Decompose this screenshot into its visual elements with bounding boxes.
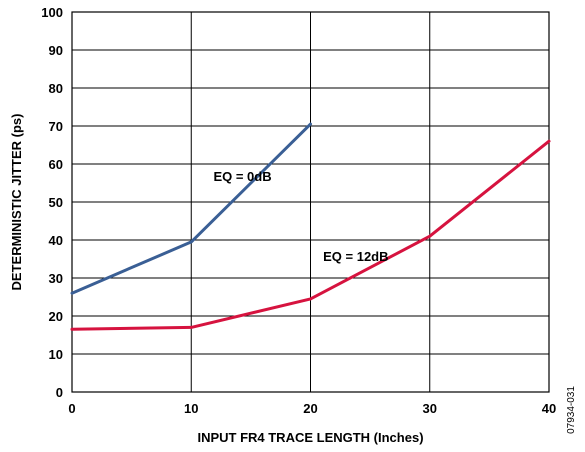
series-group: [70, 122, 551, 331]
grid-lines: [71, 11, 550, 393]
series-annotations: EQ = 0dB EQ = 12dB: [213, 169, 388, 264]
x-axis-title: INPUT FR4 TRACE LENGTH (Inches): [197, 430, 423, 445]
x-tick-label: 0: [68, 401, 75, 416]
series-line: [70, 139, 551, 331]
series-annotation: EQ = 12dB: [323, 249, 388, 264]
y-tick-label: 80: [49, 81, 63, 96]
x-tick-label: 40: [542, 401, 556, 416]
x-tick-labels: 0 10 20 30 40: [68, 401, 556, 416]
y-tick-labels: 0 10 20 30 40 50 60 70 80 90 100: [41, 5, 63, 400]
y-tick-label: 60: [49, 157, 63, 172]
y-tick-label: 10: [49, 347, 63, 362]
y-tick-label: 20: [49, 309, 63, 324]
x-tick-label: 10: [184, 401, 198, 416]
y-tick-label: 40: [49, 233, 63, 248]
y-tick-label: 0: [56, 385, 63, 400]
y-tick-label: 50: [49, 195, 63, 210]
x-tick-label: 20: [303, 401, 317, 416]
y-tick-label: 90: [49, 43, 63, 58]
plot-frame: [71, 11, 550, 393]
y-axis-title: DETERMINISTIC JITTER (ps): [9, 114, 24, 291]
y-tick-label: 30: [49, 271, 63, 286]
x-tick-label: 30: [423, 401, 437, 416]
series-line: [70, 122, 312, 295]
y-tick-label: 100: [41, 5, 63, 20]
y-tick-label: 70: [49, 119, 63, 134]
series-annotation: EQ = 0dB: [213, 169, 271, 184]
figure-id: 07934-031: [566, 386, 577, 434]
